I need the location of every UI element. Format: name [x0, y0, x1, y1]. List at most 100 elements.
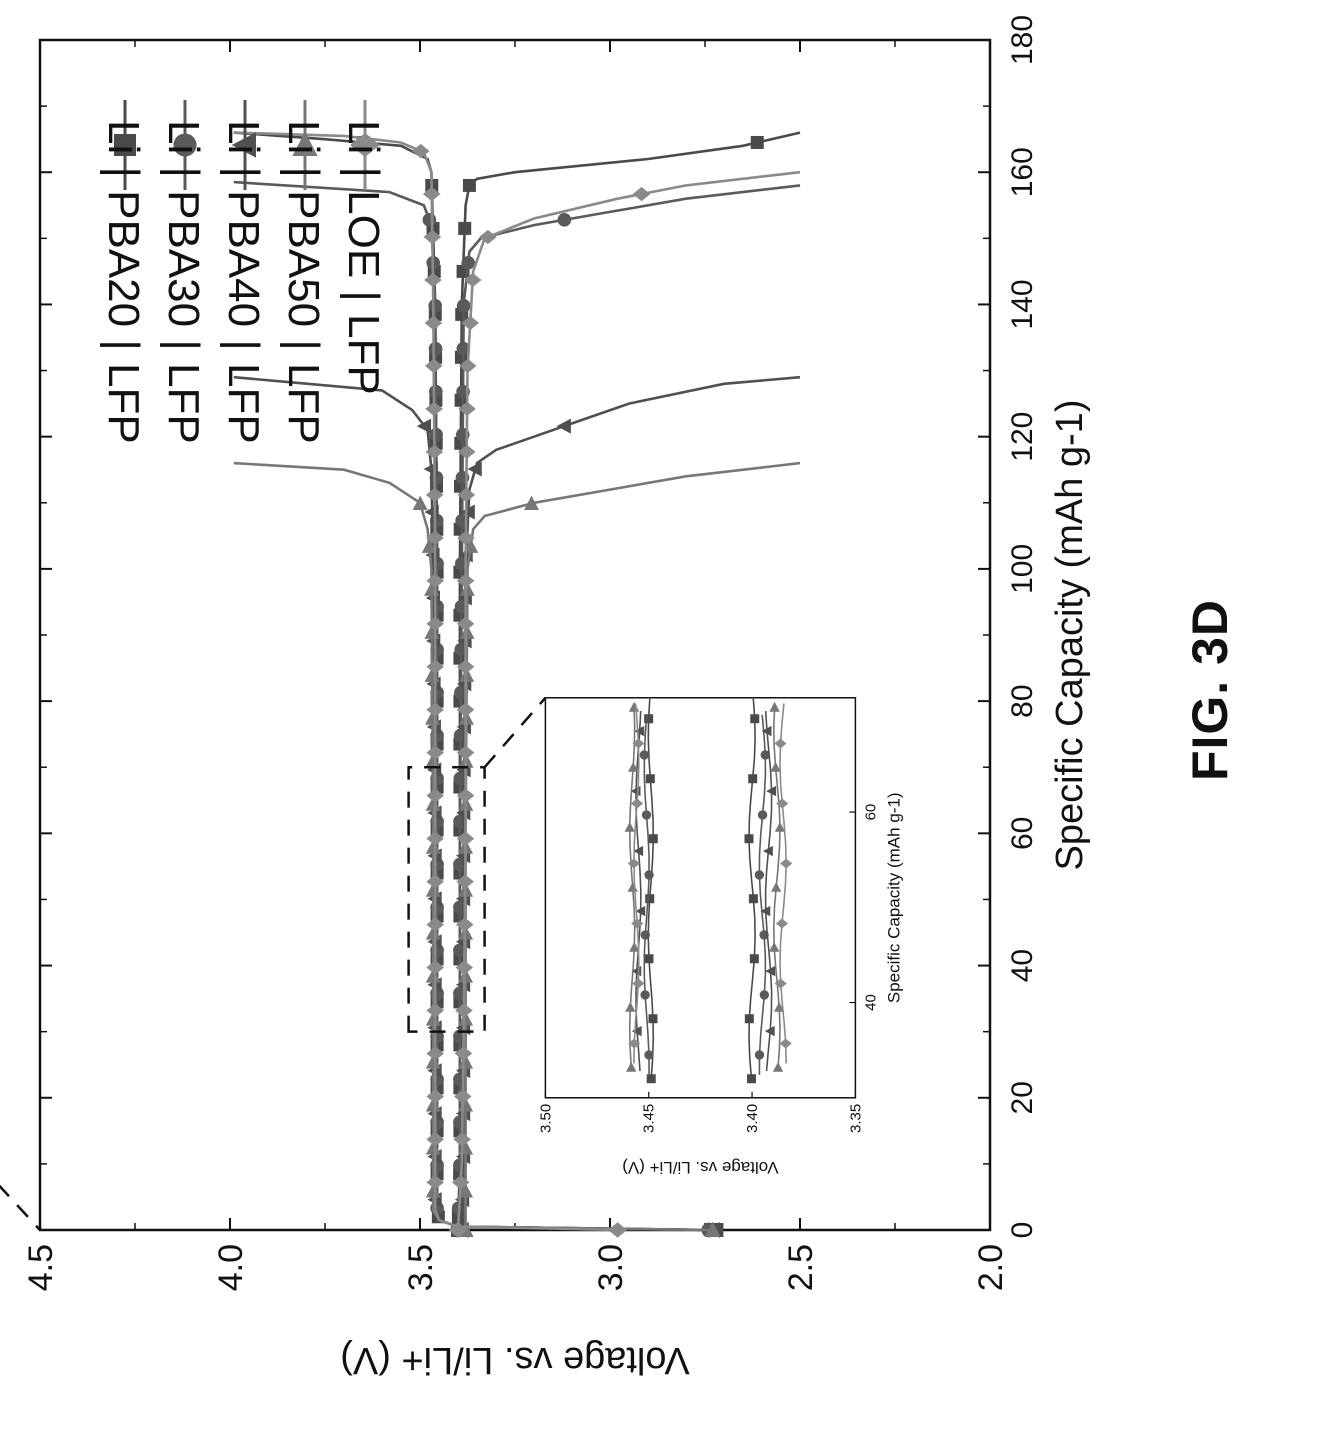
y-tick-label: 2.5 — [782, 1244, 820, 1291]
data-point — [556, 418, 571, 434]
data-point — [463, 272, 482, 288]
inset-data-point — [635, 905, 646, 917]
data-point — [429, 470, 444, 485]
inset-data-point — [644, 1050, 654, 1060]
x-axis-label: Specific Capacity (mAh g-1) — [1049, 400, 1091, 871]
y-tick-label: 3.0 — [592, 1244, 630, 1291]
main-plot: 0 20 40 60 80 100 120 140 160 180 2.0 2.5 3.0 3.5 4.0 4… — [22, 15, 1091, 1381]
inset-data-point — [628, 761, 639, 772]
data-point — [524, 495, 540, 510]
inset-data-point — [760, 905, 771, 917]
inset-y-axis-label: Voltage vs. Li/Li+ (V) — [622, 1158, 778, 1177]
inset-data-point — [766, 785, 777, 797]
data-point — [467, 461, 482, 477]
data-point — [429, 384, 443, 399]
data-point — [422, 186, 441, 202]
data-point — [608, 1222, 628, 1238]
data-point — [425, 882, 441, 897]
legend-marker — [114, 134, 136, 156]
data-point — [421, 538, 437, 553]
data-point — [457, 530, 475, 545]
discharge-curve — [464, 461, 801, 1230]
inset-data-point — [748, 894, 758, 904]
x-tick-label: 20 — [1006, 1081, 1039, 1114]
x-tick-label: 180 — [1006, 15, 1039, 65]
data-point — [456, 573, 475, 588]
inset-frame — [544, 697, 857, 1099]
inset-data-point — [769, 941, 780, 952]
inset-data-point — [769, 701, 780, 712]
legend-label: Li | LOE | LFP — [339, 120, 388, 395]
data-point — [459, 581, 475, 596]
inset-data-point — [645, 894, 655, 904]
inset-data-point — [645, 774, 655, 784]
data-point — [457, 444, 476, 460]
x-tick-label: 80 — [1006, 684, 1039, 717]
inset-data-point — [629, 941, 640, 952]
data-point — [426, 788, 444, 803]
inset-data-point — [641, 810, 652, 820]
inset-y-tick-label: 3.40 — [744, 1104, 761, 1133]
x-tick-label: 160 — [1006, 147, 1039, 197]
data-point — [425, 487, 444, 502]
data-point — [458, 221, 472, 235]
data-point — [750, 135, 764, 149]
inset-data-point — [644, 870, 654, 880]
data-point — [426, 831, 444, 846]
data-point — [425, 1054, 441, 1069]
inset-data-point — [761, 725, 772, 737]
legend-label: Li | PBA50 | LFP — [279, 120, 328, 444]
inset-data-point — [631, 1025, 642, 1037]
inset-curve — [779, 703, 788, 1064]
inset-data-point — [648, 1014, 658, 1024]
data-point — [458, 968, 474, 983]
data-point — [557, 212, 572, 227]
inset-curve — [643, 714, 650, 1075]
data-point — [632, 186, 651, 202]
inset-data-point — [765, 965, 776, 977]
data-point — [456, 298, 471, 313]
data-point — [425, 968, 441, 983]
data-point — [425, 444, 444, 460]
inset-data-point — [759, 990, 770, 1000]
x-tick-label: 100 — [1006, 544, 1039, 594]
inset-data-point — [634, 725, 645, 737]
charge-curve — [233, 131, 618, 1232]
inset-data-point — [776, 798, 789, 809]
inset-data-point — [644, 954, 654, 964]
zoom-box — [407, 765, 486, 1033]
inset-data-point — [760, 750, 771, 760]
data-point — [458, 1183, 474, 1198]
data-point — [456, 341, 471, 356]
y-tick-label: 4.0 — [212, 1244, 250, 1291]
figure-label: FIG. 3D — [1182, 598, 1238, 782]
inset-data-point — [639, 750, 650, 760]
inset-curve — [633, 703, 640, 1064]
data-point — [458, 1054, 474, 1069]
legend-label: Li | PBA30 | LFP — [159, 120, 208, 444]
data-point — [462, 178, 476, 192]
inset-data-point — [774, 1001, 785, 1012]
inset-curve — [764, 711, 773, 1072]
inset-data-point — [754, 870, 765, 880]
data-point — [456, 831, 475, 846]
data-point — [426, 874, 444, 889]
inset-data-point — [749, 954, 759, 964]
data-point — [453, 1089, 472, 1104]
x-tick-label: 120 — [1006, 412, 1039, 462]
data-point — [411, 143, 430, 159]
x-tick-label: 60 — [1006, 817, 1039, 850]
inset-data-point — [640, 990, 650, 1000]
data-point — [423, 229, 442, 245]
data-point — [456, 702, 475, 717]
legend-marker — [292, 131, 318, 156]
data-point — [425, 839, 441, 854]
inset-data-point — [750, 714, 760, 724]
inset-data-point — [646, 1074, 656, 1084]
y-tick-label: 3.5 — [402, 1244, 440, 1291]
inset-data-point — [632, 978, 645, 989]
inset-data-point — [628, 1038, 641, 1049]
data-point — [424, 272, 442, 288]
data-point — [426, 530, 444, 545]
